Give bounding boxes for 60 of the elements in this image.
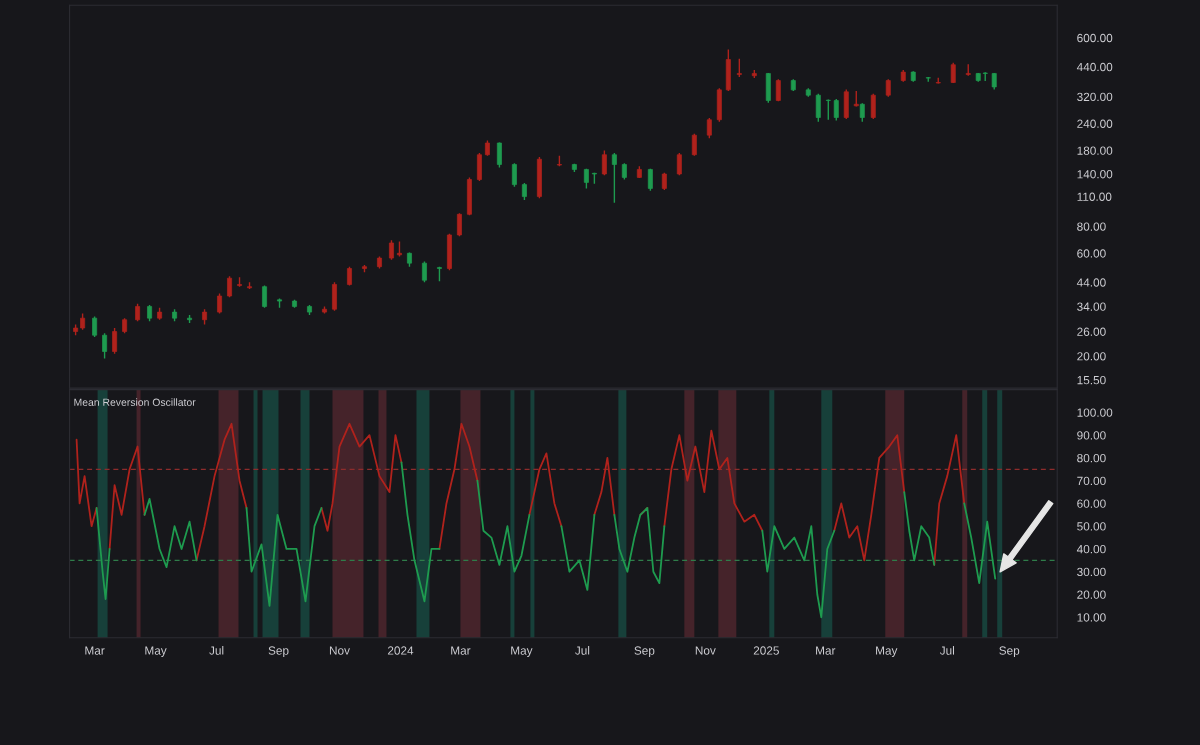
- x-tick-label: Jul: [939, 646, 954, 655]
- y-tick-label: 26.00: [1077, 327, 1106, 336]
- x-tick-label: May: [145, 646, 167, 658]
- y-tick-label: 90.00: [1077, 431, 1106, 440]
- x-tick-label: Mar: [451, 646, 471, 655]
- candlestick: [422, 260, 427, 284]
- x-tick-label: Nov: [329, 646, 350, 655]
- x-tick-label: Sep: [634, 646, 655, 658]
- y-tick-label: 40.00: [1076, 544, 1106, 554]
- y-tick-label: 34.00: [1077, 302, 1106, 311]
- y-tick-label: 30.00: [1077, 567, 1106, 577]
- y-tick-label: 110.00: [1077, 192, 1112, 201]
- candlestick: [102, 332, 108, 360]
- x-tick-label: Sep: [268, 646, 289, 658]
- text: Mean Reversion Oscillator: [74, 398, 196, 406]
- y-tick-label: 60.00: [1077, 499, 1106, 508]
- y-tick-label: 80.00: [1077, 453, 1106, 463]
- x-tick-label: Mar: [85, 646, 105, 655]
- x-tick-label: 2025: [753, 646, 779, 655]
- y-tick-label: 440.00: [1076, 62, 1113, 72]
- y-tick-label: 70.00: [1077, 476, 1106, 486]
- x-tick-label: May: [876, 646, 898, 658]
- y-tick-label: 50.00: [1077, 522, 1106, 531]
- candlestick: [389, 239, 394, 261]
- y-tick-label: 60.00: [1077, 249, 1106, 258]
- candlestick: [496, 141, 502, 169]
- candlestick: [217, 292, 222, 315]
- candlestick: [611, 152, 617, 204]
- y-tick-label: 44.00: [1076, 278, 1106, 287]
- x-tick-label: Mar: [816, 646, 836, 655]
- x-tick-label: Jul: [575, 646, 590, 655]
- y-tick-label: 100.00: [1077, 408, 1113, 417]
- y-tick-label: 20.00: [1077, 352, 1106, 361]
- candlestick: [815, 93, 821, 123]
- candlestick: [347, 265, 352, 287]
- candlestick: [736, 57, 742, 78]
- y-tick-label: 80.00: [1077, 222, 1106, 231]
- x-tick-label: 2024: [387, 646, 414, 655]
- candlestick: [833, 98, 839, 122]
- candlestick: [706, 117, 712, 140]
- x-tick-label: Sep: [999, 646, 1020, 658]
- y-tick-label: 320.00: [1077, 92, 1113, 102]
- x-tick-label: May: [511, 646, 533, 658]
- y-tick-label: 15.50: [1077, 375, 1106, 385]
- candlestick: [511, 162, 517, 188]
- candlestick: [691, 133, 697, 157]
- y-tick-label: 20.00: [1077, 590, 1106, 599]
- candlestick: [92, 315, 98, 338]
- candlestick: [825, 98, 831, 121]
- candlestick: [112, 327, 118, 355]
- y-tick-label: 180.00: [1077, 146, 1113, 155]
- candlestick: [601, 149, 607, 177]
- x-tick-label: Nov: [695, 646, 716, 655]
- candlestick: [870, 93, 876, 120]
- y-tick-label: 10.00: [1077, 613, 1106, 622]
- y-tick-label: 600.00: [1077, 33, 1113, 43]
- candlestick: [859, 102, 865, 123]
- y-tick-label: 140.00: [1077, 170, 1113, 179]
- x-tick-label: Jul: [209, 646, 224, 655]
- y-tick-label: 240.00: [1077, 119, 1113, 128]
